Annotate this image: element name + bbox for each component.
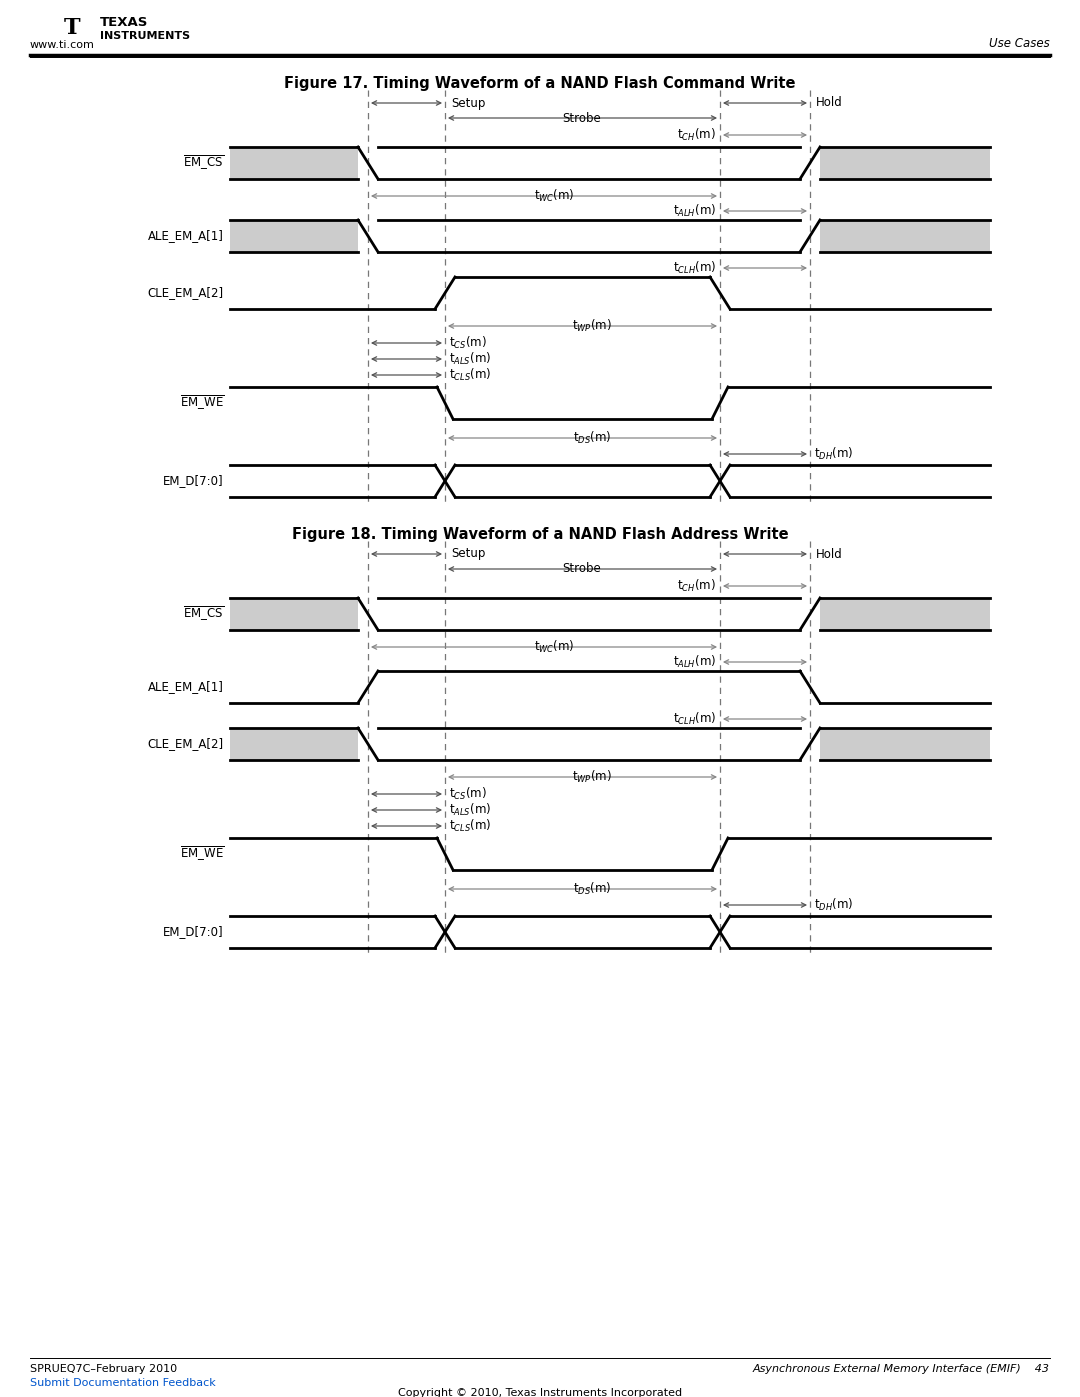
Text: t$_{CS}$(m): t$_{CS}$(m) — [449, 335, 487, 351]
Bar — [230, 147, 357, 179]
Text: t$_{ALS}$(m): t$_{ALS}$(m) — [449, 802, 491, 819]
Text: INSTRUMENTS: INSTRUMENTS — [100, 31, 190, 41]
Text: Figure 17. Timing Waveform of a NAND Flash Command Write: Figure 17. Timing Waveform of a NAND Fla… — [284, 75, 796, 91]
Bar — [230, 728, 357, 760]
Bar — [820, 598, 990, 630]
Text: $\overline{\mathrm{EM\_WE}}$: $\overline{\mathrm{EM\_WE}}$ — [179, 845, 224, 863]
Bar — [230, 219, 357, 251]
Text: Hold: Hold — [816, 548, 842, 560]
Text: t$_{DH}$(m): t$_{DH}$(m) — [814, 446, 853, 462]
Text: t$_{CLS}$(m): t$_{CLS}$(m) — [449, 819, 491, 834]
Text: EM_D[7:0]: EM_D[7:0] — [163, 925, 224, 939]
Text: t$_{ALH}$(m): t$_{ALH}$(m) — [673, 654, 716, 671]
Text: Copyright © 2010, Texas Instruments Incorporated: Copyright © 2010, Texas Instruments Inco… — [397, 1389, 683, 1397]
Text: EM_D[7:0]: EM_D[7:0] — [163, 475, 224, 488]
Text: Asynchronous External Memory Interface (EMIF)    43: Asynchronous External Memory Interface (… — [753, 1363, 1050, 1375]
Bar — [820, 219, 990, 251]
Text: t$_{CLH}$(m): t$_{CLH}$(m) — [673, 260, 716, 277]
Text: $\overline{\mathrm{EM\_CS}}$: $\overline{\mathrm{EM\_CS}}$ — [183, 605, 224, 623]
Text: Use Cases: Use Cases — [989, 36, 1050, 50]
Text: www.ti.com: www.ti.com — [30, 41, 95, 50]
Text: t$_{DH}$(m): t$_{DH}$(m) — [814, 897, 853, 914]
Text: t$_{CS}$(m): t$_{CS}$(m) — [449, 787, 487, 802]
Text: $\overline{\mathrm{EM\_CS}}$: $\overline{\mathrm{EM\_CS}}$ — [183, 154, 224, 172]
Text: CLE_EM_A[2]: CLE_EM_A[2] — [148, 286, 224, 299]
Text: Strobe: Strobe — [563, 112, 602, 124]
Text: t$_{CLS}$(m): t$_{CLS}$(m) — [449, 367, 491, 383]
Text: t$_{DS}$(m): t$_{DS}$(m) — [572, 882, 611, 897]
Text: t$_{DS}$(m): t$_{DS}$(m) — [572, 430, 611, 446]
Bar — [820, 147, 990, 179]
Text: t$_{CLH}$(m): t$_{CLH}$(m) — [673, 711, 716, 726]
Text: Figure 18. Timing Waveform of a NAND Flash Address Write: Figure 18. Timing Waveform of a NAND Fla… — [292, 527, 788, 542]
Text: t$_{ALH}$(m): t$_{ALH}$(m) — [673, 203, 716, 219]
Text: Setup: Setup — [451, 96, 485, 109]
Text: TEXAS: TEXAS — [100, 15, 148, 28]
Text: t$_{ALS}$(m): t$_{ALS}$(m) — [449, 351, 491, 367]
Bar — [820, 728, 990, 760]
Text: Strobe: Strobe — [563, 563, 602, 576]
Text: ALE_EM_A[1]: ALE_EM_A[1] — [148, 229, 224, 243]
Text: t$_{CH}$(m): t$_{CH}$(m) — [677, 578, 716, 594]
Text: t$_{CH}$(m): t$_{CH}$(m) — [677, 127, 716, 142]
Text: t$_{WP}$(m): t$_{WP}$(m) — [572, 319, 612, 334]
Bar — [230, 598, 357, 630]
Text: t$_{WC}$(m): t$_{WC}$(m) — [534, 189, 575, 204]
Text: CLE_EM_A[2]: CLE_EM_A[2] — [148, 738, 224, 750]
Text: Submit Documentation Feedback: Submit Documentation Feedback — [30, 1377, 216, 1389]
Text: Hold: Hold — [816, 96, 842, 109]
Text: Setup: Setup — [451, 548, 485, 560]
Text: t$_{WC}$(m): t$_{WC}$(m) — [534, 638, 575, 655]
Text: T: T — [64, 17, 80, 39]
Text: t$_{WP}$(m): t$_{WP}$(m) — [572, 768, 612, 785]
Text: SPRUEQ7C–February 2010: SPRUEQ7C–February 2010 — [30, 1363, 177, 1375]
Text: $\overline{\mathrm{EM\_WE}}$: $\overline{\mathrm{EM\_WE}}$ — [179, 394, 224, 412]
Text: ALE_EM_A[1]: ALE_EM_A[1] — [148, 680, 224, 693]
